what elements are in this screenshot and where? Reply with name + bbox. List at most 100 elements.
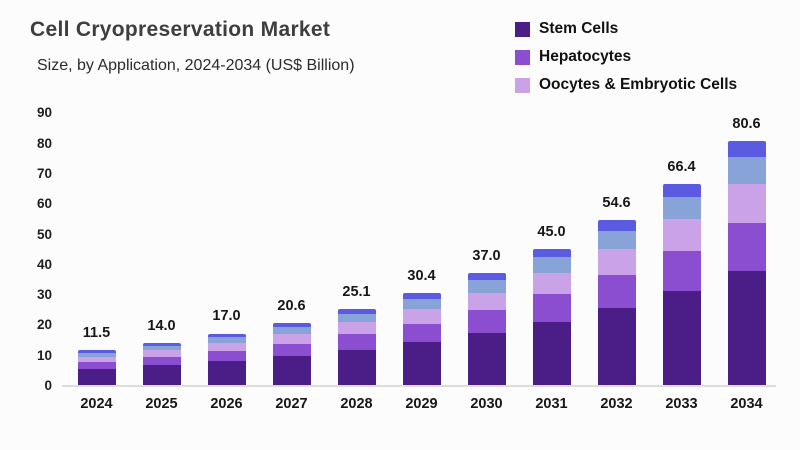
bar-segment bbox=[77, 356, 116, 362]
bar-segment bbox=[142, 365, 181, 385]
y-axis-tick-label: 0 bbox=[44, 378, 52, 393]
legend-swatch-icon bbox=[515, 49, 530, 65]
bar-segment bbox=[337, 313, 376, 323]
bar-segment bbox=[142, 356, 181, 366]
bar-segment bbox=[77, 361, 116, 369]
bar-segment bbox=[662, 291, 701, 385]
stacked-bar-2031 bbox=[532, 248, 571, 385]
bar-segment bbox=[402, 298, 441, 309]
y-axis-tick-label: 50 bbox=[36, 226, 52, 242]
x-axis-line bbox=[62, 385, 776, 387]
bar-segment bbox=[662, 196, 701, 219]
stacked-bar-2026 bbox=[207, 333, 246, 385]
bar-value-label: 20.6 bbox=[277, 297, 306, 314]
bar-value-label: 30.4 bbox=[407, 267, 436, 284]
bar-segment bbox=[272, 343, 311, 356]
bar-segment bbox=[597, 308, 636, 385]
y-axis-tick-label: 80 bbox=[36, 135, 52, 151]
bar-segment bbox=[402, 323, 441, 343]
stacked-bar-2034 bbox=[727, 140, 766, 385]
legend-label: Oocytes & Embryotic Cells bbox=[539, 76, 738, 93]
bar-segment bbox=[467, 272, 506, 281]
x-axis-tick-label: 2034 bbox=[730, 396, 763, 412]
bar-segment bbox=[337, 349, 376, 385]
bar-segment bbox=[402, 308, 441, 324]
stacked-bar-2029 bbox=[402, 292, 441, 385]
x-axis-tick-label: 2025 bbox=[145, 396, 178, 412]
bar-value-label: 37.0 bbox=[472, 247, 501, 264]
bar-segment bbox=[207, 350, 246, 362]
y-axis-tick-label: 30 bbox=[36, 287, 52, 303]
bar-segment bbox=[532, 257, 571, 273]
bar-segment bbox=[467, 310, 506, 333]
legend-item: Hepatocytes bbox=[515, 46, 737, 68]
bar-value-label: 11.5 bbox=[82, 325, 111, 342]
bar-segment bbox=[727, 140, 766, 157]
bar-segment bbox=[532, 321, 571, 385]
x-axis-tick-label: 2032 bbox=[600, 396, 633, 412]
y-axis-tick-label: 60 bbox=[36, 196, 52, 212]
x-axis-tick-label: 2024 bbox=[80, 396, 113, 412]
x-axis-tick-label: 2030 bbox=[470, 396, 503, 412]
bar-segment bbox=[597, 219, 636, 231]
bar-segment bbox=[142, 350, 181, 357]
bar-segment bbox=[77, 350, 116, 353]
bar-value-label: 45.0 bbox=[537, 223, 566, 240]
x-axis-tick-label: 2033 bbox=[665, 396, 698, 412]
bar-segment bbox=[727, 183, 766, 223]
bar-segment bbox=[402, 292, 441, 299]
bar-segment bbox=[467, 280, 506, 293]
bar-segment bbox=[727, 222, 766, 272]
chart-subtitle: Size, by Application, 2024-2034 (US$ Bil… bbox=[37, 57, 355, 74]
bar-segment bbox=[662, 218, 701, 252]
bar-segment bbox=[272, 326, 311, 334]
bar-segment bbox=[662, 251, 701, 292]
y-axis-tick-label: 10 bbox=[36, 347, 52, 363]
bar-segment bbox=[337, 322, 376, 335]
stacked-bar-2033 bbox=[662, 183, 701, 385]
bar-segment bbox=[402, 342, 441, 385]
bar-segment bbox=[597, 230, 636, 249]
stacked-bar-2024 bbox=[77, 350, 116, 385]
bar-segment bbox=[142, 345, 181, 351]
bar-segment bbox=[532, 272, 571, 295]
legend-swatch-icon bbox=[515, 77, 530, 93]
stacked-bar-2025 bbox=[142, 342, 181, 385]
stacked-bar-2028 bbox=[337, 309, 376, 385]
bar-value-label: 54.6 bbox=[602, 194, 631, 211]
bar-segment bbox=[467, 292, 506, 311]
legend-swatch-icon bbox=[515, 21, 530, 37]
stacked-bar-2030 bbox=[467, 272, 506, 385]
bar-segment bbox=[272, 333, 311, 344]
bar-segment bbox=[207, 336, 246, 343]
y-axis-tick-label: 20 bbox=[36, 317, 52, 333]
bar-value-label: 66.4 bbox=[667, 158, 696, 175]
bar-segment bbox=[142, 342, 181, 346]
bar-segment bbox=[662, 183, 701, 197]
bar-segment bbox=[272, 322, 311, 327]
chart-title: Cell Cryopreservation Market bbox=[30, 18, 331, 41]
bar-value-label: 25.1 bbox=[342, 283, 371, 300]
x-axis-tick-label: 2028 bbox=[340, 396, 373, 412]
bar-segment bbox=[532, 294, 571, 322]
legend-label: Stem Cells bbox=[539, 20, 619, 37]
y-axis-tick-label: 70 bbox=[36, 165, 52, 181]
bar-segment bbox=[727, 271, 766, 385]
bar-value-label: 80.6 bbox=[732, 115, 761, 132]
bar-value-label: 17.0 bbox=[212, 308, 241, 325]
bar-segment bbox=[597, 275, 636, 309]
x-axis-tick-label: 2031 bbox=[535, 396, 568, 412]
legend-label: Hepatocytes bbox=[539, 48, 632, 65]
stacked-bar-2027 bbox=[272, 322, 311, 385]
bar-segment bbox=[77, 352, 116, 357]
legend-item: Oocytes & Embryotic Cells bbox=[515, 74, 737, 96]
y-axis-tick-label: 40 bbox=[36, 256, 52, 272]
bar-segment bbox=[207, 361, 246, 385]
bar-segment bbox=[337, 309, 376, 314]
bar-segment bbox=[207, 342, 246, 351]
y-axis-tick-label: 90 bbox=[36, 105, 52, 121]
bar-segment bbox=[272, 355, 311, 385]
bar-segment bbox=[467, 332, 506, 385]
bar-segment bbox=[337, 334, 376, 350]
